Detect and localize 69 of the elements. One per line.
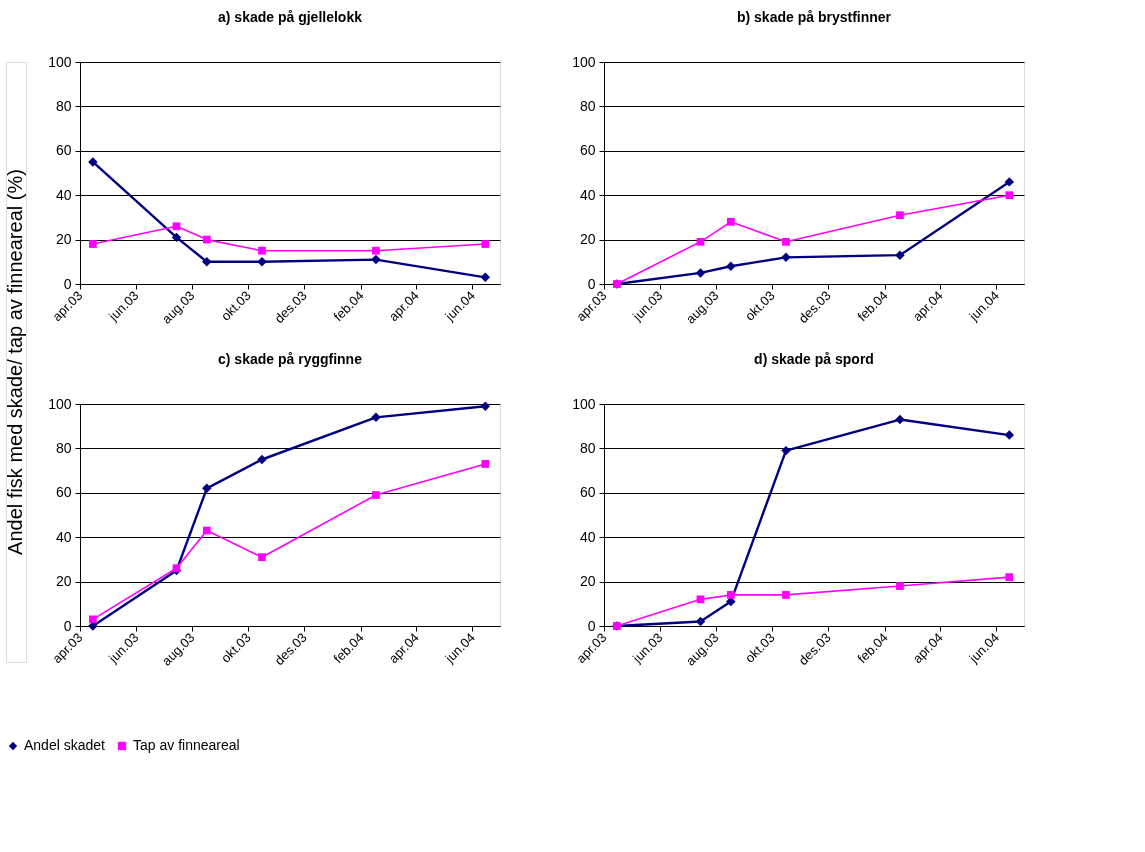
point: [171, 232, 182, 243]
point: [372, 491, 380, 499]
y-tick-label: 80: [55, 97, 72, 114]
point: [782, 591, 790, 599]
point: [481, 240, 490, 248]
point: [782, 237, 790, 246]
point: [202, 483, 212, 494]
point: [1005, 191, 1014, 200]
y-tick-label: 0: [587, 275, 596, 292]
y-tick-label: 100: [572, 53, 596, 70]
legend-label: Tap av finneareal: [133, 737, 240, 753]
chart-title: c) skade på ryggfinne: [218, 351, 363, 367]
point: [726, 261, 736, 271]
y-tick-label: 80: [579, 97, 596, 114]
point: [1005, 573, 1014, 582]
y-tick-label: 40: [55, 186, 72, 203]
point: [258, 246, 266, 255]
point: [88, 240, 97, 248]
y-tick-label: 0: [63, 617, 72, 634]
point: [172, 222, 181, 231]
point: [1004, 430, 1015, 440]
point: [696, 237, 705, 246]
y-tick-label: 60: [55, 142, 72, 159]
y-tick-label: 20: [579, 231, 596, 248]
y-tick-label: 80: [579, 439, 596, 456]
point: [781, 252, 791, 263]
point: [695, 616, 706, 627]
point: [480, 401, 491, 411]
point: [202, 257, 212, 267]
y-tick-label: 100: [572, 395, 596, 412]
chart-title: b) skade på brystfinner: [736, 9, 892, 25]
y-tick-label: 60: [579, 484, 596, 501]
y-tick-label: 60: [579, 142, 596, 159]
y-tick-label: 20: [579, 573, 596, 590]
y-axis-title: Andel fisk med skade/ tap av finneareal (%): [4, 169, 26, 555]
point: [1004, 177, 1015, 187]
point: [896, 582, 904, 590]
y-tick-label: 80: [55, 439, 72, 456]
point: [696, 595, 705, 604]
y-tick-label: 100: [48, 53, 72, 70]
chart-title: d) skade på spord: [754, 351, 874, 367]
point: [88, 615, 97, 624]
point: [695, 268, 706, 278]
y-tick-label: 60: [55, 484, 72, 501]
y-tick-label: 40: [55, 528, 72, 545]
point: [896, 211, 904, 220]
y-tick-label: 20: [55, 573, 72, 590]
y-tick-label: 40: [579, 528, 596, 545]
point: [88, 157, 98, 167]
point: [726, 591, 735, 599]
y-tick-label: 100: [48, 395, 72, 412]
y-tick-label: 0: [63, 275, 72, 292]
point: [480, 272, 491, 283]
point: [202, 235, 211, 244]
point: [726, 217, 735, 226]
point: [371, 412, 381, 423]
chart-title: a) skade på gjellelokk: [218, 9, 363, 25]
legend-label: Andel skadet: [24, 737, 106, 753]
point: [895, 414, 905, 425]
y-tick-label: 40: [579, 186, 596, 203]
point: [371, 254, 381, 265]
y-tick-label: 0: [587, 617, 596, 634]
y-tick-label: 20: [55, 231, 72, 248]
point: [202, 526, 211, 535]
point: [781, 445, 791, 456]
point: [257, 454, 267, 465]
point: [481, 460, 490, 468]
point: [258, 553, 266, 562]
point: [372, 246, 380, 255]
